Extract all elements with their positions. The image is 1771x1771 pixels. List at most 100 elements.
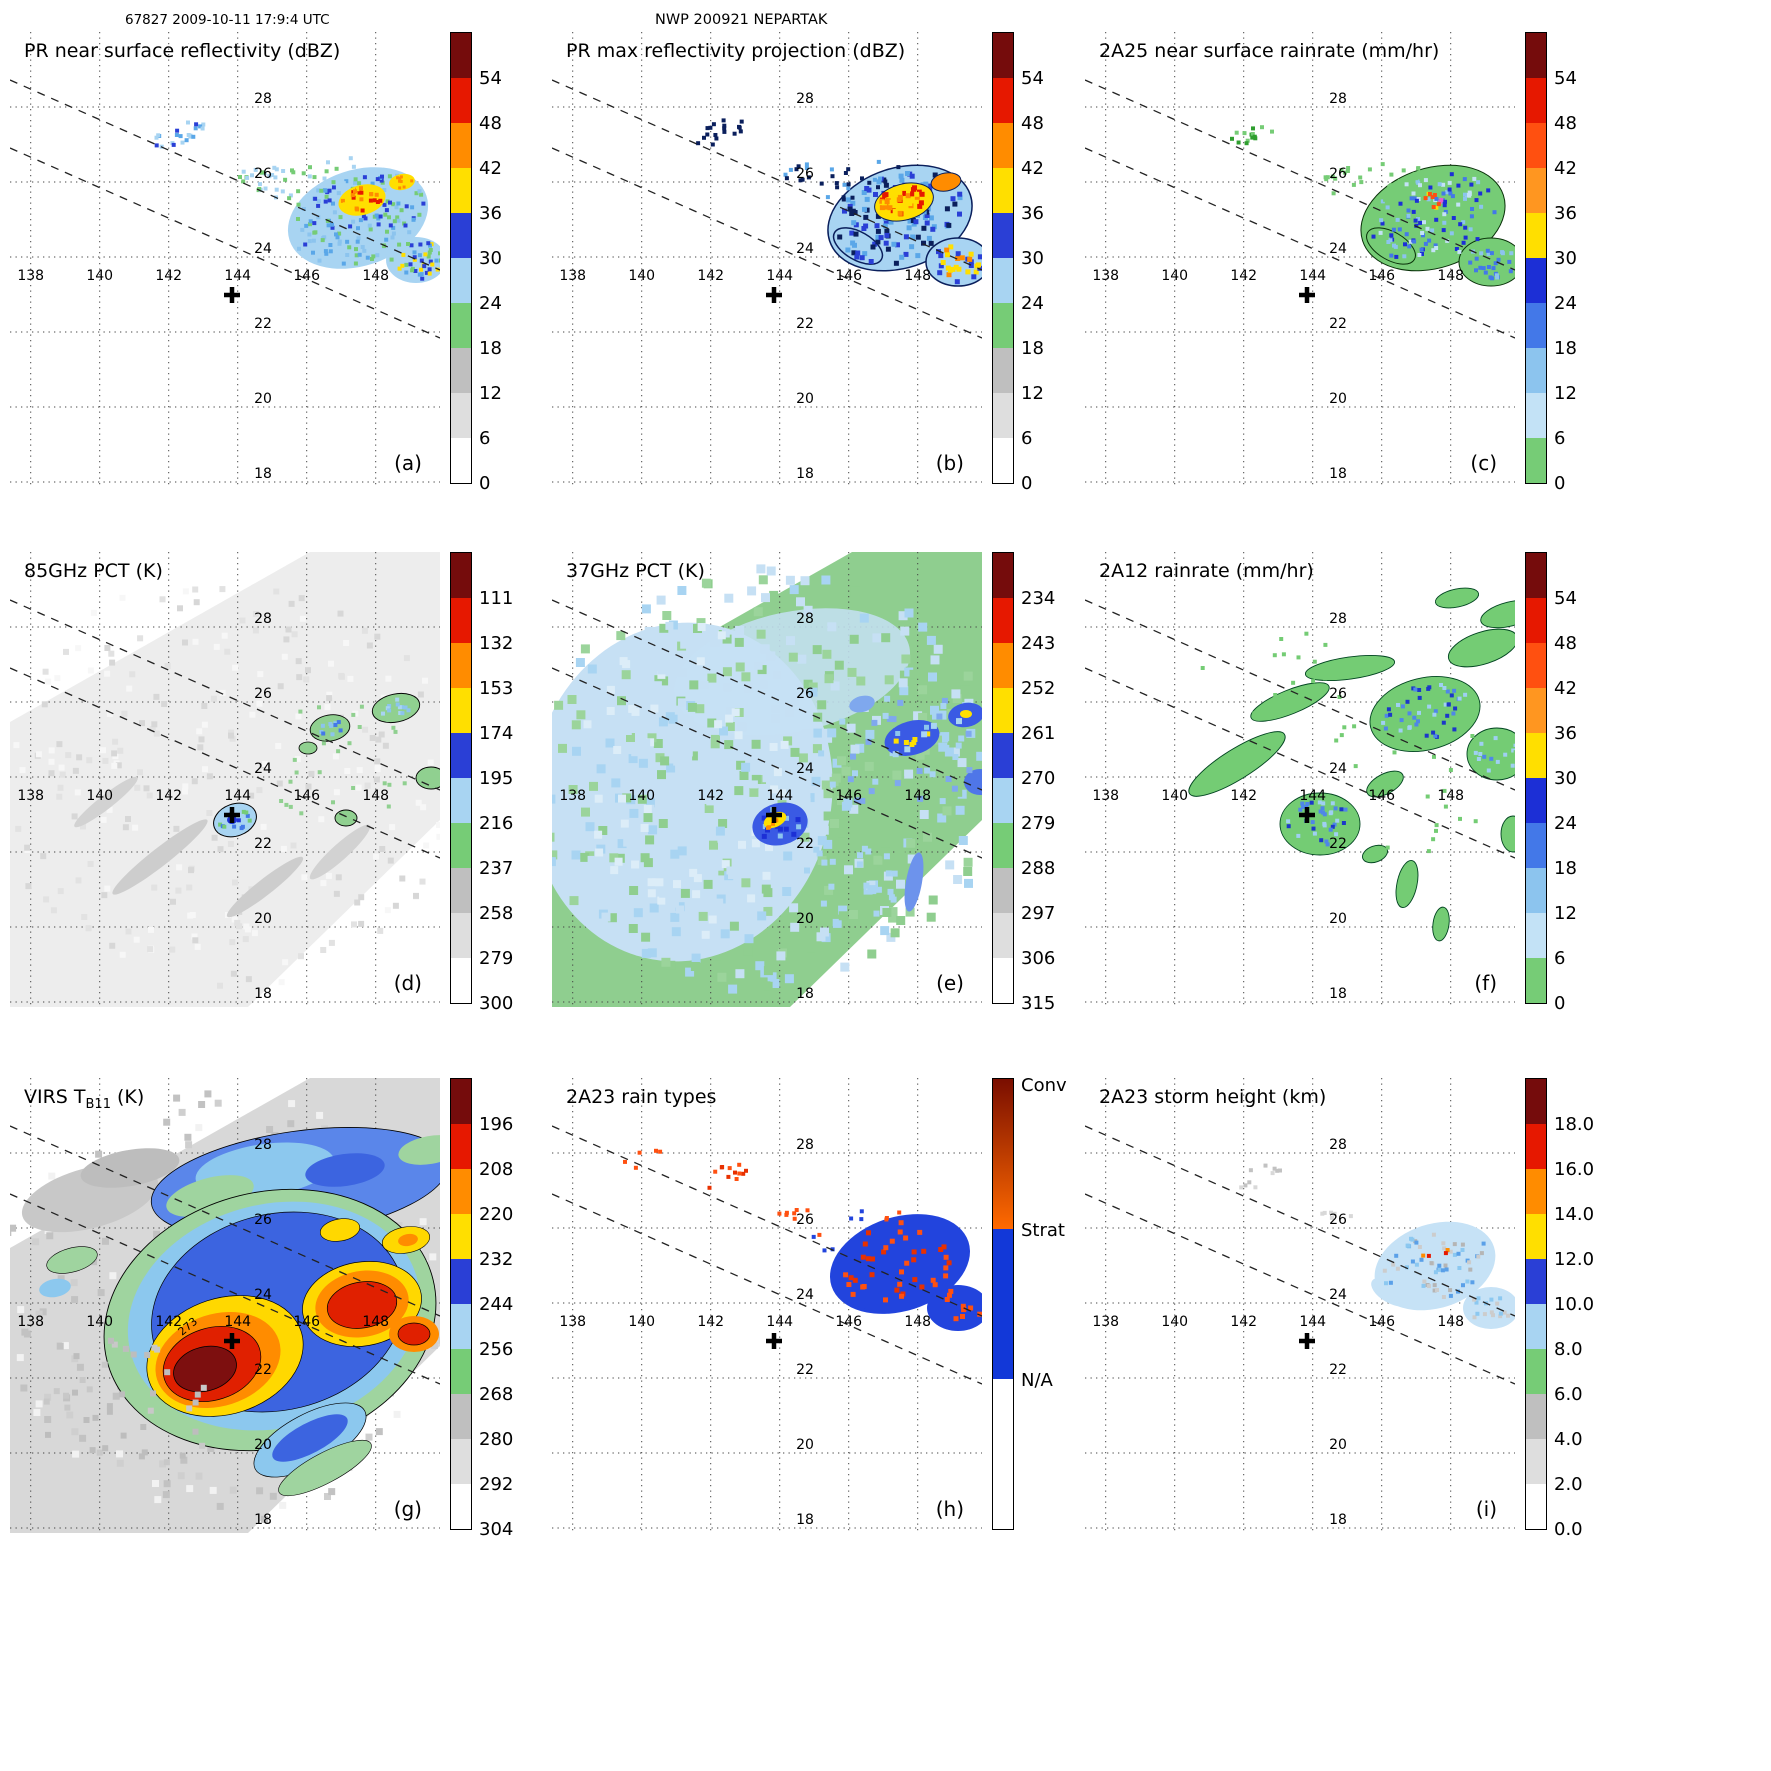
data-pixel — [601, 912, 611, 922]
colorbar-segment — [993, 1079, 1013, 1229]
colorbar-segment — [451, 598, 471, 643]
lon-tick-label: 146 — [835, 788, 862, 804]
data-pixel — [852, 210, 858, 215]
data-pixel — [943, 1273, 949, 1279]
data-pixel — [182, 588, 189, 595]
data-pixel — [1443, 1263, 1448, 1268]
data-pixel — [71, 1428, 79, 1436]
data-pixel — [791, 769, 800, 778]
data-pixel — [868, 788, 875, 795]
data-pixel — [337, 231, 342, 236]
lat-tick-label: 18 — [1329, 466, 1347, 482]
data-pixel — [1435, 692, 1440, 697]
data-pixel — [35, 1310, 43, 1318]
data-pixel — [438, 258, 440, 263]
data-pixel — [691, 953, 701, 963]
data-pixel — [749, 780, 758, 789]
data-pixel — [619, 896, 628, 905]
lat-tick-label: 22 — [796, 316, 814, 332]
data-blob — [415, 766, 440, 790]
data-pixel — [229, 735, 236, 742]
data-pixel — [1405, 1265, 1409, 1270]
data-pixel — [677, 698, 686, 707]
data-pixel — [296, 202, 301, 207]
data-pixel — [770, 979, 780, 988]
data-pixel — [296, 189, 301, 194]
data-pixel — [64, 1404, 71, 1411]
data-pixel — [1414, 198, 1419, 203]
data-pixel — [302, 207, 306, 211]
data-pixel — [929, 771, 936, 778]
colorbar-segment — [451, 688, 471, 733]
colorbar-tick-label: 292 — [479, 1474, 514, 1495]
data-pixel — [381, 711, 385, 716]
lat-tick-label: 22 — [796, 836, 814, 852]
data-pixel — [923, 832, 932, 842]
data-pixel — [382, 202, 387, 207]
data-pixel — [295, 713, 302, 720]
data-pixel — [253, 167, 258, 172]
data-pixel — [1486, 768, 1491, 773]
colorbar-segment — [993, 1379, 1013, 1529]
data-pixel — [821, 859, 828, 866]
lon-tick-label: 142 — [697, 788, 724, 804]
data-pixel — [428, 259, 433, 264]
data-pixel — [665, 621, 674, 630]
data-pixel — [619, 657, 628, 666]
data-pixel — [956, 266, 962, 272]
data-pixel — [1389, 233, 1394, 238]
data-pixel — [316, 188, 321, 193]
data-pixel — [829, 858, 836, 865]
data-pixel — [1460, 1248, 1465, 1252]
pr-swath-edge-line — [10, 599, 440, 791]
data-pixel — [294, 770, 299, 775]
data-pixel — [1320, 1211, 1325, 1216]
lat-tick-label: 26 — [796, 166, 814, 182]
data-pixel — [899, 1269, 904, 1275]
data-pixel — [317, 770, 322, 775]
lon-tick-label: 144 — [224, 1314, 251, 1330]
data-pixel — [200, 126, 205, 131]
data-pixel — [1404, 182, 1409, 187]
data-pixel — [693, 624, 702, 633]
data-pixel — [843, 171, 848, 175]
data-pixel — [1437, 182, 1442, 187]
data-pixel — [896, 879, 905, 889]
data-pixel — [959, 255, 965, 261]
colorbar-segment — [451, 348, 471, 393]
data-pixel — [159, 1460, 167, 1468]
data-pixel — [378, 731, 385, 738]
data-pixel — [13, 742, 20, 749]
data-pixel — [679, 651, 688, 660]
data-pixel — [400, 263, 405, 268]
data-pixel — [806, 952, 816, 962]
data-pixel — [1391, 1262, 1396, 1267]
data-blob — [1432, 906, 1450, 942]
data-pixel — [1272, 1166, 1277, 1171]
data-pixel — [324, 169, 329, 174]
data-pixel — [766, 651, 776, 661]
data-pixel — [659, 623, 669, 633]
colorbar-tick-label: 54 — [1554, 68, 1577, 89]
data-pixel — [305, 783, 312, 790]
data-pixel — [828, 883, 835, 890]
data-pixel — [904, 769, 914, 779]
data-pixel — [1317, 800, 1322, 805]
lon-tick-label: 146 — [835, 268, 862, 284]
data-pixel — [926, 235, 932, 241]
data-pixel — [802, 792, 811, 801]
data-pixel — [163, 1459, 170, 1466]
data-pixel — [328, 939, 335, 946]
data-pixel — [1436, 202, 1441, 207]
data-pixel — [1422, 220, 1426, 225]
pr-swath-edge-line — [1085, 599, 1515, 791]
data-pixel — [112, 1392, 120, 1400]
data-pixel — [946, 222, 952, 228]
data-pixel — [417, 272, 422, 277]
lat-tick-label: 18 — [254, 986, 272, 1002]
colorbar-tick-label: 132 — [479, 633, 514, 654]
colorbar-tick-label: 24 — [479, 293, 502, 314]
data-pixel — [56, 741, 63, 748]
data-pixel — [575, 658, 585, 667]
